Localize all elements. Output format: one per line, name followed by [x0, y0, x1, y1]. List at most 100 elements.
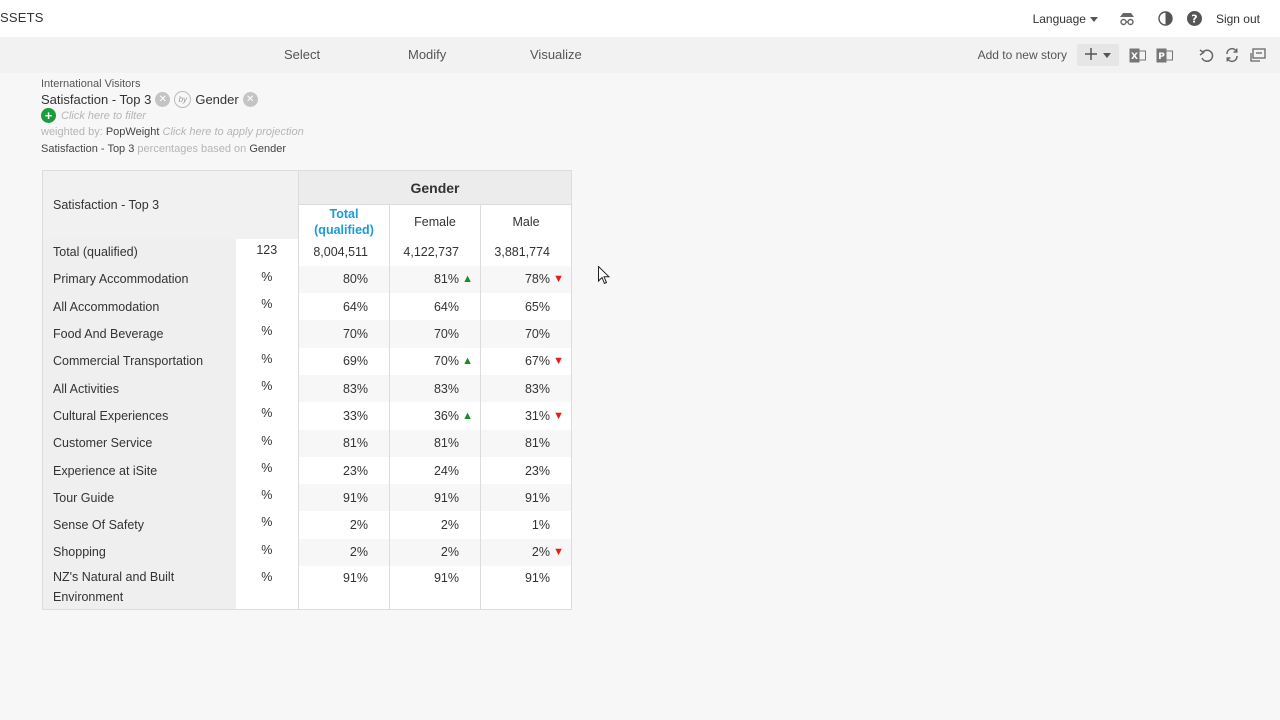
- column-header-female[interactable]: Female: [389, 204, 481, 239]
- plus-icon: [1085, 47, 1097, 63]
- cell-total: 91%: [298, 566, 390, 610]
- row-label[interactable]: Food And Beverage: [42, 320, 236, 348]
- significance-down-icon: ▼: [553, 409, 564, 422]
- cell-value: 64%: [433, 299, 459, 314]
- cell-male: 1%: [480, 511, 572, 539]
- row-variable-chip[interactable]: Satisfaction - Top 3: [41, 92, 152, 107]
- help-icon[interactable]: ?: [1186, 11, 1202, 26]
- cell-value: 70%: [433, 327, 459, 342]
- cell-value: 36%: [433, 408, 459, 423]
- table-row: All Accommodation% 64% 64% 65%: [42, 293, 572, 321]
- cell-value: 3,881,774: [494, 245, 550, 260]
- sign-out-link[interactable]: Sign out: [1215, 11, 1260, 26]
- cell-total: 69%: [298, 347, 390, 375]
- add-to-story-button[interactable]: [1077, 44, 1119, 66]
- row-unit: 123: [235, 238, 299, 266]
- cell-value: 91%: [524, 571, 550, 586]
- cell-value: 81%: [433, 272, 459, 287]
- dataset-name: International Visitors: [41, 78, 141, 90]
- cell-total: 23%: [298, 456, 390, 485]
- row-label[interactable]: Experience at iSite: [42, 456, 236, 485]
- undo-icon[interactable]: [1199, 48, 1214, 63]
- cell-total: 2%: [298, 538, 390, 567]
- table-row: Total (qualified) 123 8,004,511 4,122,737 3,…: [42, 238, 572, 266]
- cell-value: 81%: [433, 436, 459, 451]
- incognito-icon[interactable]: [1118, 11, 1136, 27]
- group-header-gender[interactable]: Gender: [298, 170, 572, 205]
- cell-value: 2%: [440, 545, 459, 560]
- cell-male: 2% ▼: [480, 538, 572, 567]
- language-dropdown[interactable]: Language: [1033, 12, 1098, 26]
- svg-text:?: ?: [1191, 12, 1197, 25]
- refresh-icon[interactable]: [1224, 47, 1240, 63]
- cell-female: 64%: [389, 293, 481, 321]
- remove-row-variable-icon[interactable]: ✕: [155, 92, 171, 107]
- excel-export-icon[interactable]: X: [1129, 48, 1146, 63]
- menu-visualize[interactable]: Visualize: [530, 47, 582, 62]
- cell-value: 81%: [342, 436, 368, 451]
- row-label[interactable]: Primary Accommodation: [42, 265, 236, 294]
- filter-hint[interactable]: Click here to filter: [61, 109, 146, 122]
- contrast-icon[interactable]: [1158, 11, 1173, 26]
- remove-column-variable-icon[interactable]: ✕: [242, 92, 258, 107]
- row-label[interactable]: Commercial Transportation: [42, 347, 236, 375]
- corner-label: Satisfaction - Top 3: [42, 170, 299, 239]
- cell-male: 23%: [480, 456, 572, 485]
- cell-female: 91%: [389, 566, 481, 610]
- cell-female: 81% ▲: [389, 265, 481, 294]
- cell-total: 2%: [298, 511, 390, 539]
- svg-text:P: P: [1158, 52, 1165, 62]
- menu-modify[interactable]: Modify: [408, 47, 447, 62]
- story-toolbar: Add to new story X P: [978, 37, 1266, 73]
- cell-female: 70%: [389, 320, 481, 348]
- row-label[interactable]: Sense Of Safety: [42, 511, 236, 539]
- row-label[interactable]: Shopping: [42, 538, 236, 567]
- significance-down-icon: ▼: [553, 273, 564, 286]
- significance-up-icon: ▲: [462, 409, 473, 422]
- language-label: Language: [1032, 11, 1086, 26]
- app-title: SSETS: [0, 10, 44, 25]
- cell-value: 2%: [349, 518, 368, 533]
- cell-value: 2%: [440, 518, 459, 533]
- cell-value: 24%: [433, 463, 459, 478]
- top-right-controls: Language ? Sign out: [1033, 0, 1260, 37]
- cell-total: 8,004,511: [298, 238, 390, 266]
- row-label[interactable]: All Accommodation: [42, 293, 236, 321]
- row-label[interactable]: NZ's Natural and Built Environment: [42, 566, 236, 610]
- row-label[interactable]: Cultural Experiences: [42, 402, 236, 430]
- row-label[interactable]: Total (qualified): [42, 238, 236, 266]
- row-unit: %: [235, 511, 299, 539]
- cell-male: 81%: [480, 429, 572, 457]
- cell-value: 31%: [524, 408, 550, 423]
- column-header-male[interactable]: Male: [480, 204, 572, 239]
- cell-value: 2%: [349, 545, 368, 560]
- row-label[interactable]: Tour Guide: [42, 484, 236, 512]
- column-header-total[interactable]: Total (qualified): [298, 204, 390, 239]
- cell-male: 83%: [480, 374, 572, 403]
- menu-select[interactable]: Select: [284, 47, 321, 62]
- cell-female: 24%: [389, 456, 481, 485]
- cell-value: 23%: [342, 463, 368, 478]
- row-label[interactable]: Customer Service: [42, 429, 236, 457]
- row-label[interactable]: All Activities: [42, 374, 236, 403]
- table-row: Food And Beverage% 70% 70% 70%: [42, 320, 572, 348]
- cell-male: 91%: [480, 484, 572, 512]
- row-unit: %: [235, 566, 299, 610]
- weight-name[interactable]: PopWeight: [105, 126, 160, 138]
- powerpoint-export-icon[interactable]: P: [1156, 48, 1173, 63]
- column-variable-chip[interactable]: Gender: [195, 92, 239, 107]
- cell-value: 67%: [524, 354, 550, 369]
- weight-line: weighted by: PopWeight Click here to app…: [41, 126, 304, 138]
- cell-female: 2%: [389, 511, 481, 539]
- swap-icon[interactable]: [1250, 47, 1266, 63]
- cell-male: 78% ▼: [480, 265, 572, 294]
- cell-value: 4,122,737: [403, 245, 459, 260]
- projection-hint[interactable]: Click here to apply projection: [162, 126, 304, 138]
- cell-value: 91%: [342, 571, 368, 586]
- crosstab-table: Satisfaction - Top 3 Gender Total (quali…: [42, 170, 572, 610]
- add-filter-icon[interactable]: +: [41, 108, 56, 123]
- filter-row: + Click here to filter: [41, 108, 146, 123]
- cell-value: 91%: [433, 490, 459, 505]
- cell-female: 91%: [389, 484, 481, 512]
- significance-up-icon: ▲: [462, 273, 473, 286]
